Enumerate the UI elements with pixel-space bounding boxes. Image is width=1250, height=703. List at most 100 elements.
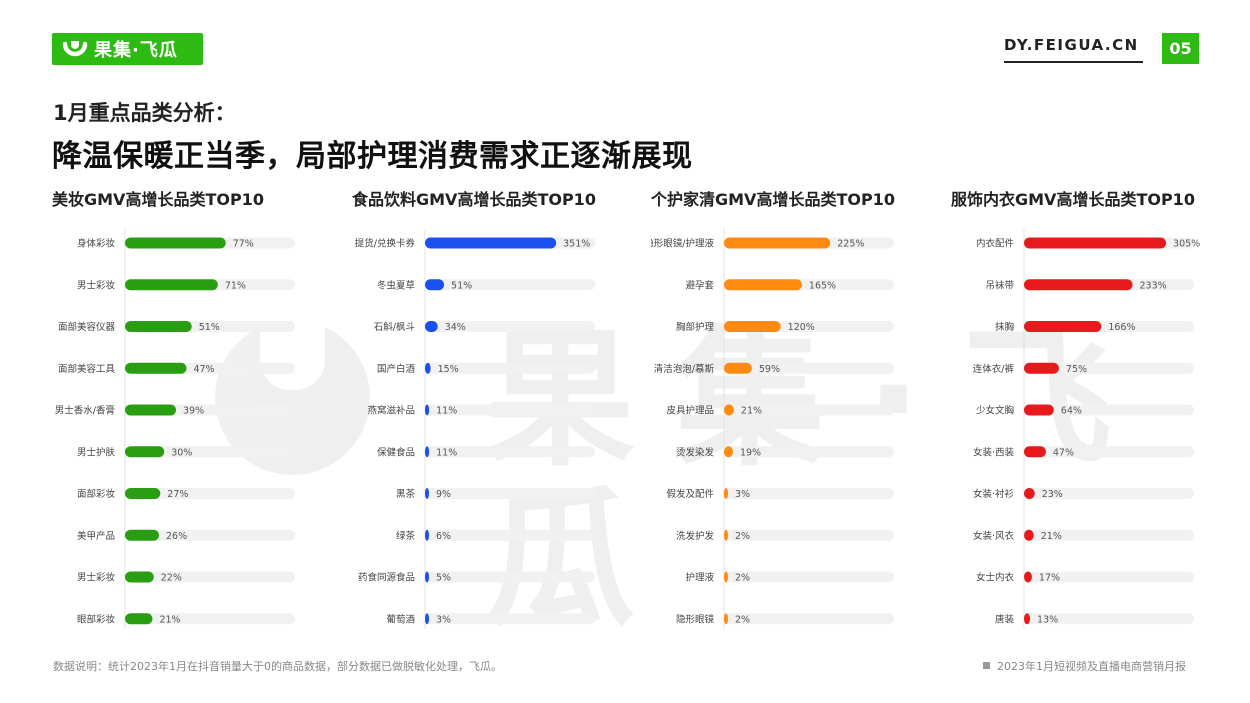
category-label: 提货/兑换卡券 — [355, 238, 416, 250]
data-label: 21% — [741, 406, 762, 417]
bar — [425, 529, 429, 541]
data-label: 11% — [436, 447, 457, 458]
bar-track — [1024, 362, 1194, 374]
bar-track — [724, 488, 894, 499]
data-label: 51% — [451, 280, 472, 291]
square-bullet-icon — [983, 662, 990, 669]
data-label: 11% — [436, 406, 457, 417]
category-label: 胸部护理 — [676, 321, 715, 333]
chart-title: 服饰内衣GMV高增长品类TOP10 — [951, 190, 1195, 209]
category-label: 抹胸 — [995, 321, 1014, 333]
bar-track — [425, 362, 595, 374]
data-label: 2% — [735, 573, 750, 584]
bar-track — [1024, 571, 1194, 583]
category-label: 面部美容仪器 — [58, 321, 116, 333]
bar — [724, 321, 781, 332]
chart-title: 食品饮料GMV高增长品类TOP10 — [352, 190, 596, 209]
category-label: 男士彩妆 — [77, 572, 116, 584]
data-label: 75% — [1066, 364, 1087, 375]
bar-track — [1024, 529, 1194, 541]
site-underline — [1004, 61, 1143, 63]
data-label: 77% — [233, 239, 254, 250]
category-label: 眼部彩妆 — [77, 613, 116, 625]
category-label: 假发及配件 — [666, 488, 714, 500]
data-label: 15% — [438, 364, 459, 375]
data-note: 数据说明：统计2023年1月在抖音销量大于0的商品数据，部分数据已做脱敏化处理，… — [53, 660, 502, 673]
bar-track — [425, 279, 595, 291]
bar-track — [425, 321, 595, 332]
data-label: 3% — [436, 614, 451, 625]
data-label: 21% — [159, 614, 180, 625]
bar — [724, 362, 752, 374]
bar — [1024, 488, 1035, 499]
category-label: 女装·风衣 — [973, 530, 1015, 542]
category-label: 男士护肤 — [77, 446, 116, 458]
bar-track — [125, 613, 295, 625]
category-label: 葡萄酒 — [386, 613, 415, 625]
bar-track — [724, 362, 894, 374]
bar-track — [724, 404, 894, 416]
bar-track — [125, 446, 295, 458]
data-label: 166% — [1108, 322, 1135, 333]
bar — [425, 404, 430, 416]
data-label: 19% — [740, 447, 761, 458]
category-label: 男士香水/香膏 — [55, 405, 115, 417]
data-label: 27% — [167, 489, 188, 500]
category-label: 护理液 — [685, 572, 714, 584]
data-label: 2% — [735, 614, 750, 625]
data-label: 21% — [1041, 531, 1062, 542]
bar — [1024, 362, 1059, 374]
bar — [125, 404, 176, 416]
bar — [125, 446, 165, 458]
bar-track — [724, 613, 894, 625]
category-label: 避孕套 — [685, 279, 714, 291]
data-label: 165% — [809, 280, 836, 291]
data-label: 13% — [1037, 614, 1058, 625]
category-label: 黑茶 — [396, 488, 416, 500]
data-label: 120% — [788, 322, 815, 333]
data-label: 2% — [735, 531, 750, 542]
chart-panel-beauty: 美妆GMV高增长品类TOP10 身体彩妆 77% 男士彩妆 71% 面部美容仪器 51% 面… — [52, 183, 312, 633]
bar — [425, 362, 431, 374]
bar-track — [1024, 446, 1194, 458]
bar — [425, 321, 438, 332]
bar — [724, 613, 728, 625]
bar-track — [125, 571, 295, 583]
bar — [1024, 571, 1032, 583]
category-label: 国产白酒 — [377, 363, 416, 375]
bar — [724, 237, 831, 249]
bar — [125, 571, 154, 583]
data-label: 39% — [183, 406, 204, 417]
bar — [724, 571, 728, 583]
data-label: 47% — [1053, 447, 1074, 458]
site-url: DY.FEIGUA.CN — [1004, 36, 1139, 54]
category-label: 皮具护理品 — [666, 405, 714, 417]
bar-track — [425, 404, 595, 416]
category-label: 唐装 — [995, 613, 1015, 625]
bar-track — [125, 529, 295, 541]
bar — [1024, 279, 1133, 291]
bar — [425, 488, 429, 499]
category-label: 石斛/枫斗 — [374, 321, 415, 333]
bar — [1024, 237, 1167, 249]
bar-chart-personal-care: 隐形眼镜/护理液 225% 避孕套 165% 胸部护理 120% 清洁泡泡/慕斯 59% 皮具护… — [651, 229, 894, 629]
bar — [125, 237, 226, 249]
category-label: 身体彩妆 — [77, 238, 116, 250]
category-label: 面部美容工具 — [58, 363, 116, 375]
bar — [724, 446, 733, 458]
bar — [724, 279, 802, 291]
bar-track — [724, 529, 894, 541]
data-label: 64% — [1061, 406, 1082, 417]
category-label: 内衣配件 — [976, 238, 1015, 250]
bar-track — [425, 571, 595, 583]
bar — [425, 446, 430, 458]
data-label: 59% — [759, 364, 780, 375]
bar — [1024, 404, 1054, 416]
bar-chart-beauty: 身体彩妆 77% 男士彩妆 71% 面部美容仪器 51% 面部美容工具 47% 男士香水/香膏 3… — [55, 229, 295, 629]
data-label: 233% — [1140, 280, 1167, 291]
chart-title: 美妆GMV高增长品类TOP10 — [52, 190, 264, 209]
bar — [1024, 529, 1034, 541]
bar — [425, 279, 445, 291]
chart-panel-apparel: 服饰内衣GMV高增长品类TOP10 内衣配件 305% 吊袜带 233% 抹胸 166% 连… — [951, 183, 1211, 633]
bar-track — [425, 446, 595, 458]
